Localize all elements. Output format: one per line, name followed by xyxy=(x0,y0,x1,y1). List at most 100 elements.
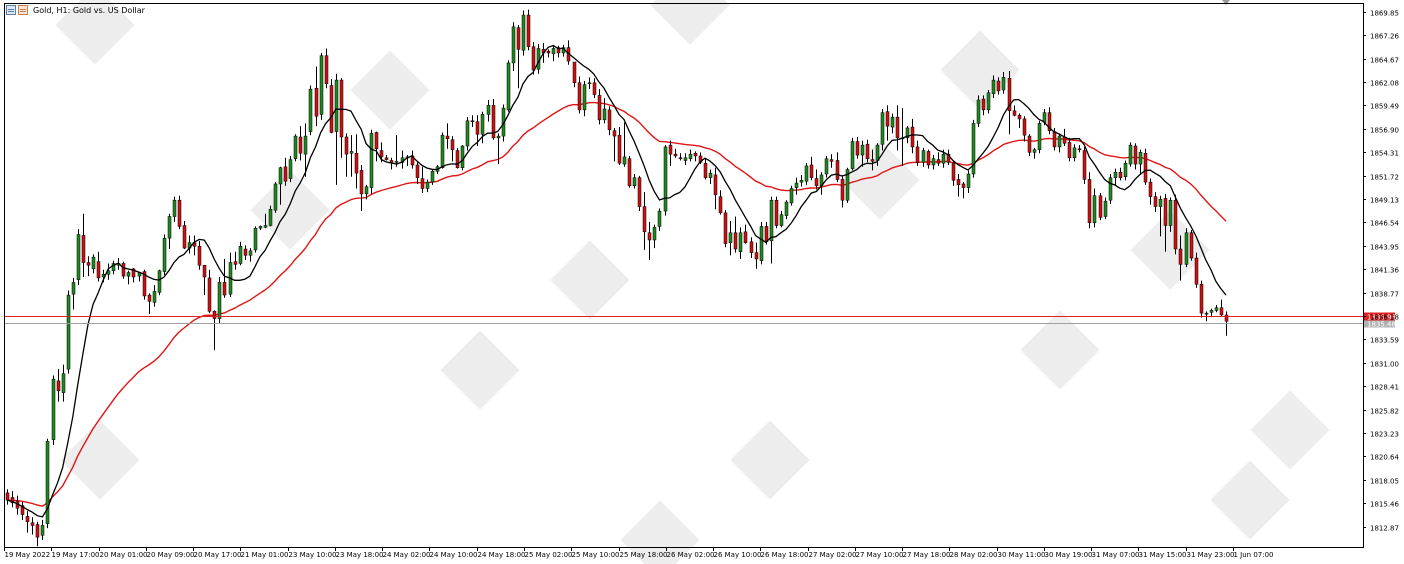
candle-body xyxy=(1007,78,1012,112)
candle-body xyxy=(56,380,61,392)
watermark-logo xyxy=(1130,210,1210,290)
candle xyxy=(966,170,971,193)
chart-menu-icon[interactable] xyxy=(6,5,16,15)
candle xyxy=(1118,167,1123,181)
y-tick-label: 1831.00 xyxy=(1370,361,1399,369)
candle-body xyxy=(759,226,764,261)
candle xyxy=(561,44,566,57)
candle xyxy=(440,132,445,169)
candle-body xyxy=(809,164,814,178)
candle-body xyxy=(673,153,678,157)
candle-body xyxy=(966,173,971,188)
candle xyxy=(602,98,607,124)
candle xyxy=(1168,197,1173,232)
candle-body xyxy=(996,80,1001,92)
candle xyxy=(278,166,283,205)
candle-body xyxy=(182,225,187,249)
ask-label: 1835.48 xyxy=(1367,321,1396,329)
candle xyxy=(496,133,501,165)
candle xyxy=(824,155,829,178)
candle-body xyxy=(743,231,748,243)
candle xyxy=(931,155,936,170)
bid-label-box xyxy=(1364,312,1395,321)
candle xyxy=(516,24,521,89)
scroll-marker-icon[interactable] xyxy=(1222,0,1230,5)
candle xyxy=(587,77,592,90)
candle-body xyxy=(45,441,50,524)
candle xyxy=(850,137,855,171)
candle xyxy=(258,225,263,231)
candle-body xyxy=(486,105,491,115)
candle-body xyxy=(718,196,723,214)
candle-body xyxy=(657,210,662,227)
candle xyxy=(450,136,455,162)
candle xyxy=(45,438,50,529)
watermark-logo xyxy=(1250,390,1330,470)
candle xyxy=(1027,134,1032,156)
candle-body xyxy=(981,98,986,111)
candle xyxy=(1047,107,1052,135)
candle xyxy=(1077,145,1082,153)
candle-body xyxy=(1148,181,1153,197)
candle-body xyxy=(926,151,931,166)
candle-body xyxy=(769,199,774,242)
x-tick-label: 24 May 02:00 xyxy=(383,551,431,559)
axes: 1869.85 1867.26 1864.67 1862.08 1859.49 1856.… xyxy=(4,3,1399,559)
x-tick-label: 20 May 17:00 xyxy=(194,551,242,559)
candle-body xyxy=(764,226,769,243)
candle xyxy=(384,155,389,161)
candle xyxy=(652,224,657,249)
candle-body xyxy=(1077,148,1082,150)
candle-body xyxy=(829,159,834,162)
candle xyxy=(410,150,415,169)
ask-label-box xyxy=(1364,319,1395,328)
candle-body xyxy=(263,225,268,228)
candle xyxy=(182,220,187,249)
watermark-square xyxy=(550,240,630,320)
candle-body xyxy=(10,497,15,504)
candle xyxy=(349,135,354,177)
candle xyxy=(657,208,662,231)
candle-body xyxy=(1113,171,1118,178)
candle-body xyxy=(582,84,587,111)
candle xyxy=(81,213,86,277)
candle xyxy=(779,211,784,228)
candle xyxy=(1067,137,1072,162)
candle-body xyxy=(1209,310,1214,313)
watermark-logo xyxy=(60,420,140,500)
candle xyxy=(430,169,435,185)
candle-body xyxy=(531,46,536,71)
candle xyxy=(814,169,819,190)
candle-body xyxy=(152,291,157,303)
candle-body xyxy=(678,157,683,160)
candle xyxy=(986,90,991,114)
candle xyxy=(248,248,253,262)
candle xyxy=(607,106,612,136)
candle-body xyxy=(86,262,91,266)
x-tick-label: 20 May 01:00 xyxy=(100,551,148,559)
candle xyxy=(66,290,71,374)
ma-fast xyxy=(6,44,1227,518)
candle-body xyxy=(1123,162,1128,177)
candle xyxy=(480,111,485,144)
candle xyxy=(733,216,738,253)
symbol-icon xyxy=(18,5,28,15)
candle xyxy=(855,136,860,159)
watermark-square xyxy=(1020,310,1100,390)
candle-body xyxy=(845,169,850,201)
candle-body xyxy=(774,199,779,226)
candle xyxy=(769,196,774,264)
candle xyxy=(172,196,177,222)
candle-body xyxy=(956,179,961,186)
candle-body xyxy=(465,120,470,147)
candle-body xyxy=(637,177,642,207)
candle xyxy=(728,220,733,256)
candle xyxy=(40,519,45,540)
watermark-square xyxy=(55,0,135,65)
candle xyxy=(207,269,212,314)
candle-body xyxy=(121,263,126,277)
candle-body xyxy=(30,522,35,526)
candle xyxy=(212,310,217,351)
